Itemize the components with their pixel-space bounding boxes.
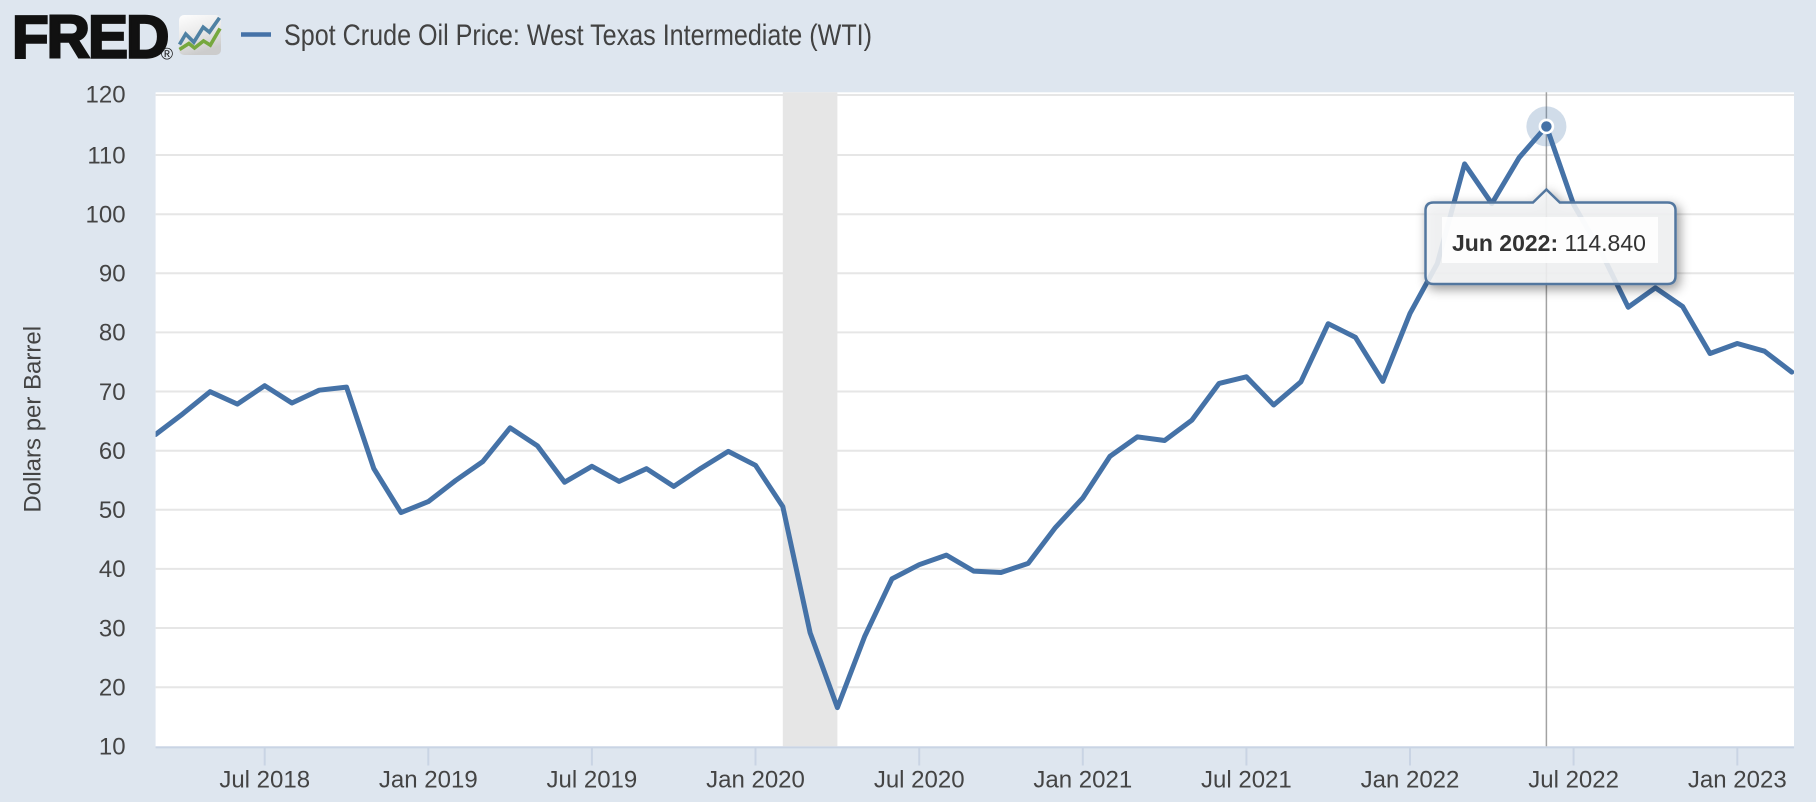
svg-text:Jul 2019: Jul 2019 xyxy=(547,767,638,794)
svg-text:Jan 2022: Jan 2022 xyxy=(1361,767,1460,794)
svg-text:40: 40 xyxy=(99,556,126,583)
svg-text:50: 50 xyxy=(99,497,126,524)
svg-text:Jul 2022: Jul 2022 xyxy=(1528,767,1619,794)
svg-text:60: 60 xyxy=(99,438,126,465)
svg-text:Dollars per Barrel: Dollars per Barrel xyxy=(20,326,47,513)
svg-text:10: 10 xyxy=(99,734,126,761)
svg-text:70: 70 xyxy=(99,379,126,406)
svg-text:80: 80 xyxy=(99,320,126,347)
svg-text:Jan 2020: Jan 2020 xyxy=(706,767,805,794)
svg-text:30: 30 xyxy=(99,615,126,642)
svg-text:20: 20 xyxy=(99,675,126,702)
svg-text:90: 90 xyxy=(99,261,126,288)
svg-text:Jan 2021: Jan 2021 xyxy=(1033,767,1132,794)
svg-text:®: ® xyxy=(161,46,173,64)
svg-text:Jul 2020: Jul 2020 xyxy=(874,767,965,794)
svg-text:Jun 2022: 114.840: Jun 2022: 114.840 xyxy=(1452,230,1646,256)
svg-text:100: 100 xyxy=(86,202,126,229)
svg-text:110: 110 xyxy=(87,142,125,169)
svg-text:Jul 2021: Jul 2021 xyxy=(1201,767,1292,794)
svg-text:Jul 2018: Jul 2018 xyxy=(219,767,310,794)
svg-text:Jan 2023: Jan 2023 xyxy=(1688,767,1787,794)
svg-text:FRED: FRED xyxy=(12,4,167,71)
svg-text:Jan 2019: Jan 2019 xyxy=(379,767,478,794)
svg-text:120: 120 xyxy=(86,82,126,109)
svg-text:Spot Crude Oil Price: West Tex: Spot Crude Oil Price: West Texas Interme… xyxy=(284,19,872,52)
